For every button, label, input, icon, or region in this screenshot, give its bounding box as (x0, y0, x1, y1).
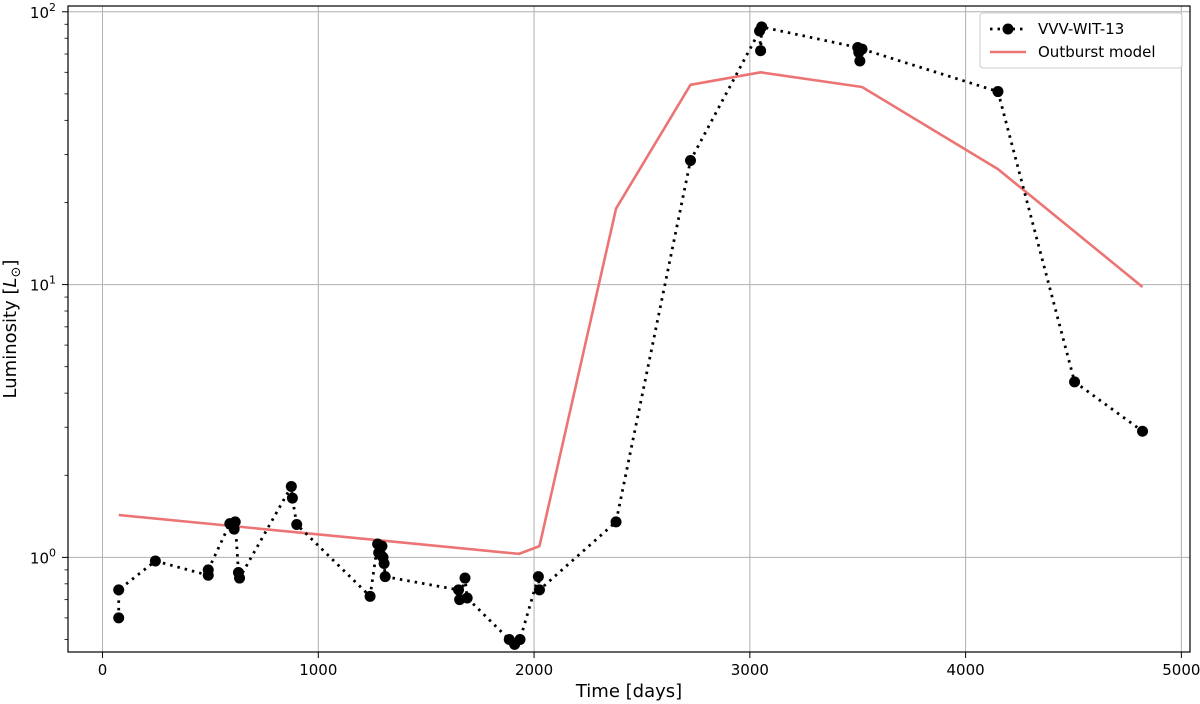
vvv-wit-13-point (756, 21, 768, 33)
plot-frame (67, 5, 1191, 653)
y-tick-label: 100 (30, 546, 56, 567)
grid (68, 6, 1190, 652)
y-axis-label-main: Luminosity [ (0, 288, 21, 399)
vvv-wit-13-point (379, 571, 391, 583)
y-axis-label: Luminosity [L⊙] (0, 260, 24, 399)
outburst-model-series (118, 71, 1144, 556)
vvv-wit-13-point (286, 492, 298, 504)
vvv-wit-13-point (1069, 376, 1081, 388)
vvv-wit-13-point (854, 55, 866, 67)
vvv-wit-13-line (117, 25, 1144, 647)
y-axis-label-close: ] (0, 260, 21, 267)
vvv-wit-13-point (610, 516, 622, 528)
vvv-wit-13-series (113, 21, 1149, 650)
outburst-model-line (118, 71, 1144, 556)
vvv-wit-13-point (113, 612, 125, 624)
axis-ticks: 0 1000 2000 3000 4000 5000 100 101 102 (30, 1, 1200, 679)
x-tick-label: 0 (98, 661, 108, 679)
legend-label-outburst-model: Outburst model (1038, 43, 1156, 61)
vvv-wit-13-point (856, 43, 868, 55)
legend-marker-vvv-wit-13 (1002, 23, 1014, 35)
vvv-wit-13-point (755, 45, 767, 57)
vvv-wit-13-point (453, 584, 465, 596)
vvv-wit-13-point (234, 572, 246, 584)
vvv-wit-13-point (684, 155, 696, 167)
vvv-wit-13-point (461, 592, 473, 604)
x-tick-label: 2000 (515, 661, 553, 679)
vvv-wit-13-point (113, 584, 125, 596)
vvv-wit-13-point (291, 519, 303, 531)
legend-box (979, 12, 1183, 69)
vvv-wit-13-point (992, 86, 1004, 98)
vvv-wit-13-point (364, 590, 376, 602)
vvv-wit-13-point (149, 555, 161, 567)
vvv-wit-13-point (285, 480, 297, 492)
vvv-wit-13-point (378, 557, 390, 569)
x-axis-label: Time [days] (575, 681, 682, 702)
vvv-wit-13-point (1137, 425, 1149, 437)
legend: VVV-WIT-13 Outburst model (979, 12, 1183, 69)
y-axis-label-sub: ⊙ (9, 267, 24, 278)
y-tick-label: 102 (30, 1, 56, 22)
legend-label-vvv-wit-13: VVV-WIT-13 (1038, 20, 1124, 38)
vvv-wit-13-point (202, 564, 214, 576)
y-axis-label-symbol: L (0, 277, 21, 287)
y-tick-label: 101 (30, 274, 56, 295)
vvv-wit-13-point (459, 572, 471, 584)
legend-sample-vvv-wit-13 (990, 23, 1026, 35)
vvv-wit-13-point (229, 516, 241, 528)
vvv-wit-13-point (533, 584, 545, 596)
vvv-wit-13-point (532, 571, 544, 583)
x-tick-label: 5000 (1162, 661, 1200, 679)
vvv-wit-13-point (376, 540, 388, 552)
x-tick-label: 1000 (299, 661, 337, 679)
x-tick-label: 4000 (947, 661, 985, 679)
x-tick-label: 3000 (731, 661, 769, 679)
vvv-wit-13-point (514, 634, 526, 646)
